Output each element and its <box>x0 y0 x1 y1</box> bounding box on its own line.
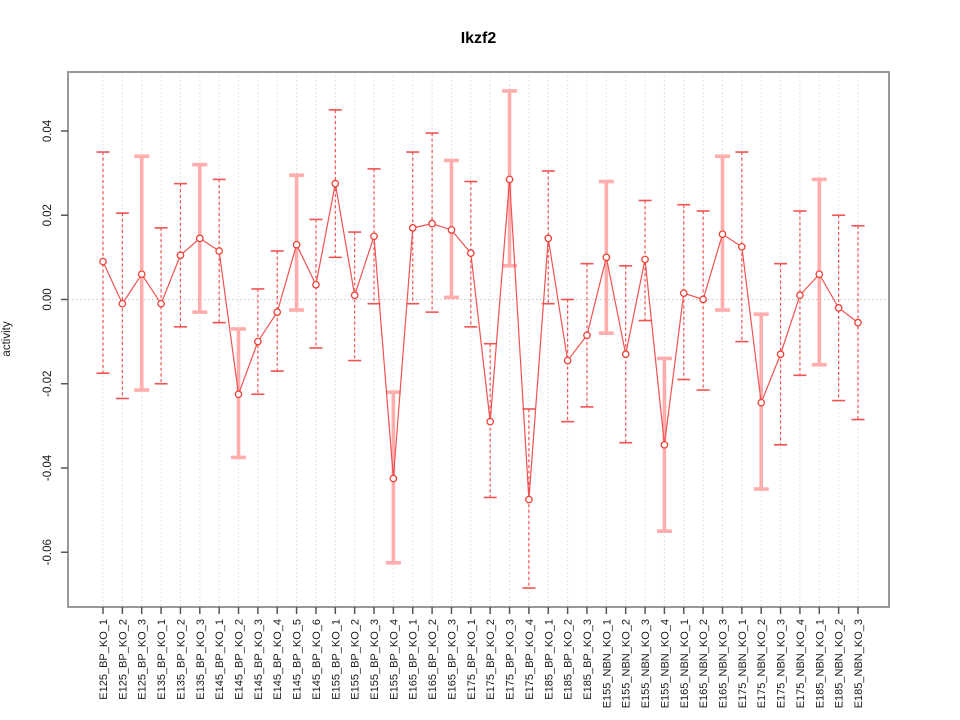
chart-title: Ikzf2 <box>460 30 497 47</box>
data-point <box>137 270 146 279</box>
data-point <box>292 240 301 249</box>
data-point <box>699 295 707 304</box>
data-point <box>486 417 495 426</box>
y-tick-label: -0.04 <box>42 454 54 481</box>
data-point <box>447 226 456 234</box>
x-tick-label: E175_BP_KO_4 <box>524 619 536 700</box>
data-point <box>176 251 185 260</box>
x-tick-label: E145_BP_KO_6 <box>311 619 323 700</box>
x-tick-label: E165_NBN_KO_3 <box>717 619 729 708</box>
x-tick-label: E185_BP_KO_2 <box>563 619 575 700</box>
data-point <box>350 291 359 300</box>
x-tick-label: E185_NBN_KO_2 <box>834 619 846 708</box>
x-tick-label: E155_BP_KO_4 <box>388 619 400 700</box>
plot-frame <box>67 71 890 608</box>
data-point <box>679 289 688 298</box>
x-tick-label: E165_BP_KO_3 <box>446 619 458 700</box>
data-point <box>99 257 107 266</box>
data-point <box>215 247 224 255</box>
x-tick-label: E145_BP_KO_3 <box>253 619 265 700</box>
x-tick-label: E135_BP_KO_2 <box>175 619 187 700</box>
data-point <box>834 304 843 312</box>
data-point <box>757 398 766 407</box>
x-tick-label: E155_NBN_KO_1 <box>601 619 613 708</box>
series-line <box>102 179 859 500</box>
x-tick-label: E175_NBN_KO_2 <box>756 619 768 708</box>
x-tick-label: E165_NBN_KO_1 <box>679 619 691 708</box>
y-tick-label: -0.06 <box>42 539 54 565</box>
x-tick-label: E155_NBN_KO_2 <box>621 619 633 708</box>
y-tick-label: 0.04 <box>42 119 54 142</box>
data-point <box>389 474 398 483</box>
data-point <box>273 308 282 316</box>
x-tick-label: E125_BP_KO_2 <box>117 619 129 700</box>
x-tick-label: E185_BP_KO_3 <box>582 619 594 700</box>
data-point <box>370 232 378 241</box>
data-point <box>234 390 243 399</box>
data-point <box>408 224 417 232</box>
y-tick-label: 0.00 <box>42 288 54 310</box>
x-tick-label: E155_NBN_KO_3 <box>640 619 652 708</box>
data-point <box>718 230 727 239</box>
x-tick-label: E135_BP_KO_1 <box>156 619 168 700</box>
data-point <box>660 440 669 449</box>
data-point <box>583 331 591 340</box>
data-point <box>796 291 804 300</box>
x-tick-label: E175_BP_KO_1 <box>466 619 478 700</box>
x-tick-label: E145_BP_KO_4 <box>272 619 284 700</box>
x-tick-label: E145_BP_KO_2 <box>234 619 246 700</box>
x-tick-label: E185_NBN_KO_3 <box>853 619 865 708</box>
x-tick-label: E175_NBN_KO_1 <box>737 619 749 708</box>
x-tick-label: E185_BP_KO_1 <box>543 619 555 700</box>
data-point <box>641 255 649 264</box>
x-tick-label: E165_BP_KO_2 <box>427 619 439 700</box>
x-tick-label: E175_NBN_KO_4 <box>795 619 807 708</box>
x-tick-label: E175_BP_KO_3 <box>505 619 517 700</box>
data-point <box>602 253 611 262</box>
data-point <box>621 350 630 359</box>
data-point <box>466 249 475 257</box>
data-point <box>815 270 824 279</box>
y-tick-label: -0.02 <box>42 371 54 397</box>
data-point <box>254 337 262 346</box>
x-tick-label: E125_BP_KO_3 <box>137 619 149 700</box>
data-point <box>312 280 320 289</box>
data-point <box>544 234 553 243</box>
data-point <box>157 299 165 308</box>
x-tick-label: E185_NBN_KO_1 <box>814 619 826 708</box>
data-point <box>505 175 514 184</box>
x-tick-label: E175_BP_KO_2 <box>485 619 497 700</box>
data-point <box>776 350 785 359</box>
data-point <box>563 356 572 365</box>
data-point <box>737 242 746 251</box>
x-tick-label: E155_BP_KO_2 <box>350 619 362 700</box>
x-tick-label: E155_NBN_KO_4 <box>659 619 671 708</box>
x-tick-label: E145_BP_KO_1 <box>214 619 226 700</box>
x-tick-label: E165_NBN_KO_2 <box>698 619 710 708</box>
data-point <box>195 234 204 243</box>
x-tick-label: E165_BP_KO_1 <box>408 619 420 700</box>
x-tick-label: E145_BP_KO_5 <box>292 619 304 700</box>
data-point <box>428 219 436 228</box>
data-point <box>854 318 862 327</box>
x-tick-label: E175_NBN_KO_3 <box>776 619 788 708</box>
x-tick-label: E125_BP_KO_1 <box>98 619 110 700</box>
data-point <box>525 495 533 504</box>
data-point <box>118 299 127 308</box>
x-tick-label: E155_BP_KO_1 <box>330 619 342 700</box>
x-tick-label: E135_BP_KO_3 <box>195 619 207 700</box>
y-tick-label: 0.02 <box>42 204 54 226</box>
x-tick-label: E155_BP_KO_3 <box>369 619 381 700</box>
data-point <box>331 179 340 188</box>
